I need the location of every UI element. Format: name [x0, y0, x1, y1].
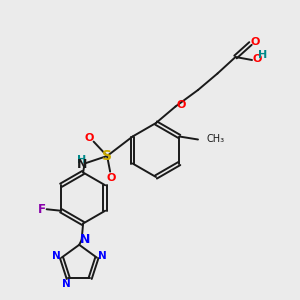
Text: S: S [102, 149, 112, 163]
Text: N: N [62, 279, 71, 289]
Text: O: O [250, 37, 260, 47]
Text: H: H [258, 50, 267, 60]
Text: O: O [84, 133, 94, 143]
Text: O: O [106, 172, 116, 183]
Text: CH₃: CH₃ [206, 134, 224, 145]
Text: N: N [52, 251, 61, 261]
Text: O: O [176, 100, 186, 110]
Text: N: N [98, 251, 107, 261]
Text: N: N [76, 158, 87, 172]
Text: F: F [38, 203, 46, 216]
Text: H: H [77, 154, 86, 165]
Text: N: N [80, 232, 90, 246]
Text: O: O [253, 54, 262, 64]
